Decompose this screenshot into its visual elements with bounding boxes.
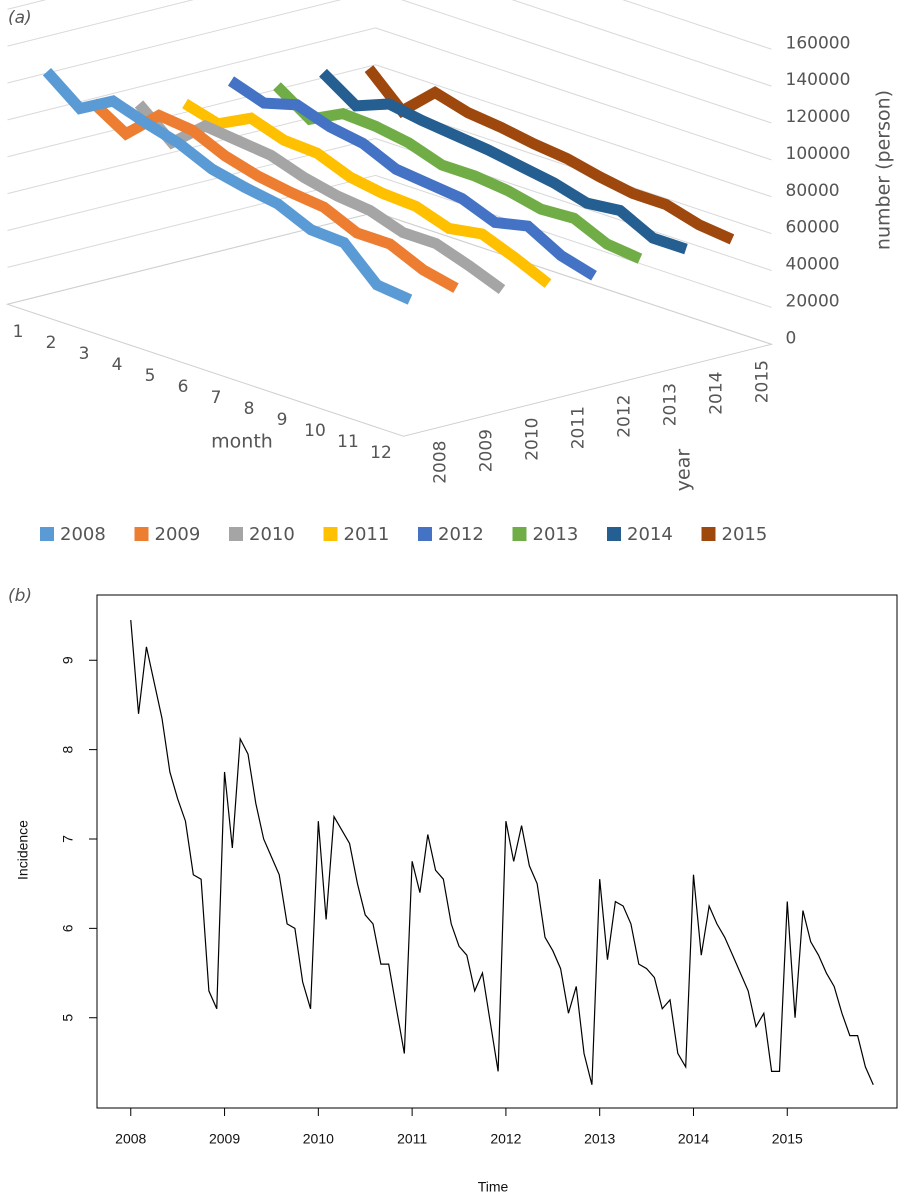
legend-label: 2008 <box>60 524 106 545</box>
x-axis-label: month <box>211 431 273 453</box>
ribbon <box>182 98 552 288</box>
depth-tick-label: 2011 <box>569 406 589 449</box>
legend-swatch <box>607 527 621 541</box>
legend-swatch <box>40 527 54 541</box>
legend-label: 2009 <box>155 524 201 545</box>
legend-swatch <box>701 527 716 541</box>
grid-line <box>7 174 772 308</box>
x-tick-label: 2008 <box>115 1131 146 1147</box>
y-tick-label: 80000 <box>786 181 840 201</box>
x-tick-label: 9 <box>277 410 288 430</box>
x-tick-label: 2009 <box>209 1131 240 1147</box>
legend-swatch <box>323 527 338 541</box>
grid-line <box>7 27 772 161</box>
x-tick-label: 11 <box>337 432 359 452</box>
y-tick-label: 9 <box>60 656 76 664</box>
x-tick-label: 12 <box>370 443 392 463</box>
depth-axis-label: year <box>673 449 695 492</box>
legend-swatch <box>512 527 527 541</box>
ribbon <box>273 82 643 264</box>
y-tick-label: 160000 <box>786 33 851 53</box>
grid-line <box>7 0 772 87</box>
depth-tick-label: 2010 <box>523 418 543 461</box>
y-tick-label: 6 <box>60 924 76 932</box>
y-tick-label: 7 <box>60 835 76 843</box>
floor <box>5 211 774 437</box>
x-tick-label: 2 <box>46 333 57 353</box>
legend-swatch <box>134 527 149 541</box>
y-tick-label: 0 <box>786 328 797 348</box>
plot-frame <box>96 594 898 1109</box>
x-tick-label: 6 <box>178 377 189 397</box>
y-tick-label: 40000 <box>786 255 840 275</box>
legend-label: 2015 <box>722 524 768 545</box>
panel-label: (a) <box>8 8 32 28</box>
depth-tick-label: 2015 <box>753 360 773 403</box>
depth-tick-label: 2013 <box>661 383 681 426</box>
legend-swatch <box>229 527 243 541</box>
ribbon <box>319 68 688 255</box>
y-tick-label: 60000 <box>786 218 840 238</box>
y-tick-label: 140000 <box>786 70 851 90</box>
y-tick-label: 8 <box>60 746 76 754</box>
x-tick-label: 2014 <box>678 1131 709 1147</box>
y-tick-label: 100000 <box>786 144 851 164</box>
ribbon <box>227 76 597 281</box>
legend-label: 2014 <box>627 524 673 545</box>
x-tick-label: 8 <box>244 399 255 419</box>
x-tick-label: 2010 <box>303 1131 334 1147</box>
x-tick-label: 1 <box>13 322 24 342</box>
depth-tick-label: 2008 <box>431 441 451 484</box>
panel-label: (b) <box>8 586 32 606</box>
ribbon <box>134 100 506 294</box>
y-tick-label: 20000 <box>786 291 840 311</box>
grid-line <box>7 0 772 50</box>
grid-line <box>7 0 772 124</box>
series-line <box>130 619 874 1086</box>
y-axis-label: number (person) <box>873 90 895 250</box>
legend-label: 2013 <box>533 524 579 545</box>
x-tick-label: 10 <box>304 421 326 441</box>
depth-tick-label: 2012 <box>615 395 635 438</box>
x-tick-label: 2012 <box>490 1131 521 1147</box>
x-tick-label: 2015 <box>772 1131 803 1147</box>
x-axis-label: Time <box>478 1179 509 1195</box>
panel-a: 0 20000 40000 60000 80000 100000 120000 140000 1… <box>5 0 895 545</box>
y-axis-label: Incidence <box>15 820 31 880</box>
x-tick-label: 3 <box>79 344 90 364</box>
x-tick-label: 5 <box>145 366 156 386</box>
legend-swatch <box>418 527 432 541</box>
legend-label: 2012 <box>438 524 484 545</box>
depth-tick-label: 2009 <box>477 429 497 472</box>
legend-label: 2010 <box>249 524 295 545</box>
x-tick-label: 2013 <box>584 1131 615 1147</box>
depth-tick-label: 2014 <box>707 372 727 415</box>
x-tick-label: 2011 <box>397 1131 427 1147</box>
ribbon <box>89 98 459 293</box>
ribbon <box>42 68 413 305</box>
y-tick-label: 5 <box>60 1014 76 1022</box>
ribbon <box>364 65 735 245</box>
legend-label: 2011 <box>344 524 390 545</box>
y-tick-label: 120000 <box>786 107 851 127</box>
x-tick-label: 4 <box>112 355 123 375</box>
panel-b: 2008 2009 2010 2011 2012 2013 2014 2015 5 6 7 8 9 Tim… <box>15 594 898 1195</box>
x-tick-label: 7 <box>211 388 222 408</box>
